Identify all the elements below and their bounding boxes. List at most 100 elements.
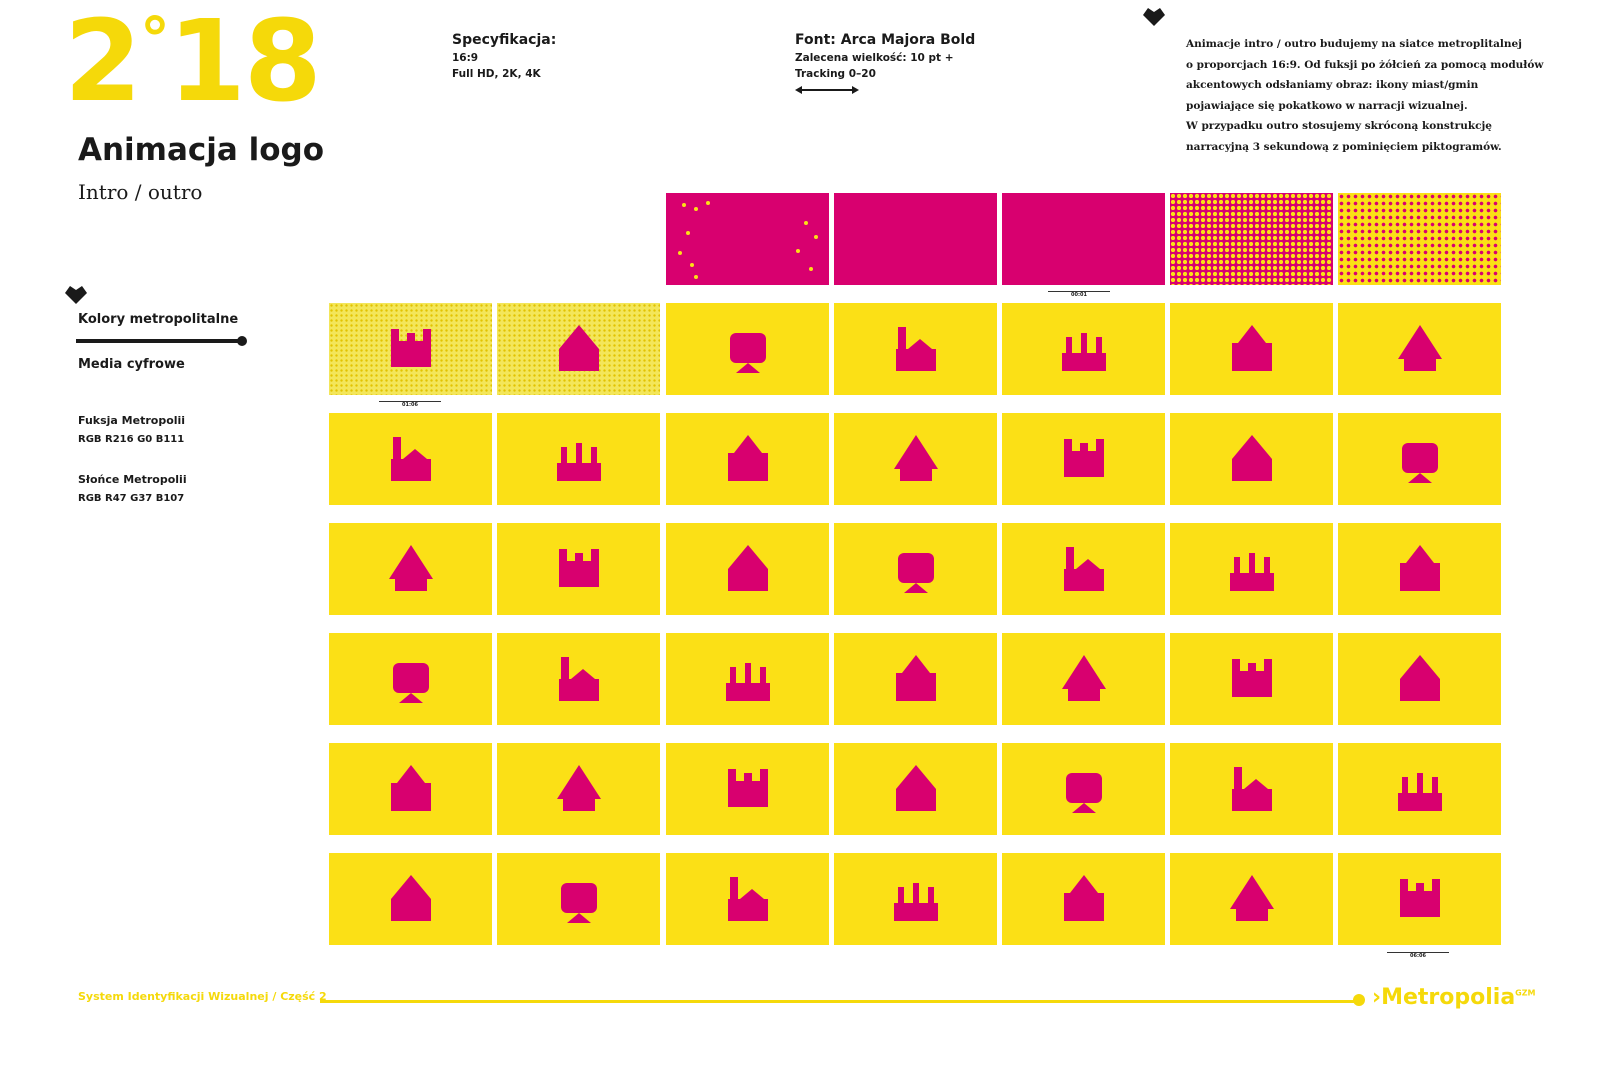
pictogram-tile — [1170, 523, 1333, 615]
sculpture-icon — [560, 883, 597, 923]
intro-frame-2 — [834, 193, 997, 285]
sign-icon — [727, 877, 768, 921]
brand-sup: GZM — [1515, 988, 1536, 998]
description-line: akcentowych odsłaniamy obraz: ikony mias… — [1186, 79, 1479, 91]
description-line: Animacje intro / outro budujemy na siatc… — [1186, 38, 1522, 50]
basilica-icon — [390, 765, 431, 811]
pictogram-tile — [1002, 303, 1165, 395]
gate-icon — [390, 875, 431, 921]
footer-line — [320, 1000, 1360, 1003]
pictogram-tile — [834, 523, 997, 615]
peaks-icon — [725, 663, 770, 701]
pictogram-tile — [1338, 853, 1501, 945]
pictogram-tile — [1002, 743, 1165, 835]
pictogram-tile — [834, 633, 997, 725]
intro-frame-3 — [1002, 193, 1165, 285]
pictogram-tile — [329, 413, 492, 505]
pictogram-tile — [666, 413, 829, 505]
pictogram-tile — [1002, 853, 1165, 945]
factory-icon — [556, 443, 601, 481]
pictogram-tile — [834, 853, 997, 945]
pictogram-tile — [666, 633, 829, 725]
footer-text: System Identyfikacji Wizualnej / Część 2 — [78, 990, 327, 1003]
wall-icon — [558, 657, 599, 701]
capsule-icon — [893, 883, 938, 921]
font-heading: Font: Arca Majora Bold — [795, 32, 976, 48]
timecode-first: 01:06 — [379, 396, 441, 408]
description: Animacje intro / outro budujemy na siatc… — [1186, 34, 1556, 157]
pictogram-tile — [834, 413, 997, 505]
timecode-top: 00:01 — [1048, 286, 1110, 298]
pictogram-tile — [1338, 523, 1501, 615]
shaft-icon — [556, 765, 601, 811]
pictogram-tile — [1338, 633, 1501, 725]
ornament-icon — [1229, 553, 1274, 591]
pictogram-tile — [1170, 413, 1333, 505]
scattered-dots-pattern — [678, 201, 818, 279]
swatch-rgb-sun: RGB R47 G37 B107 — [78, 493, 185, 504]
crest-icon — [729, 333, 766, 373]
font-size-note: Zalecena wielkość: 10 pt + — [795, 52, 954, 64]
arrow-icon: › — [1372, 985, 1382, 1010]
mountain-icon — [392, 663, 429, 703]
intro-frame-4 — [1170, 193, 1333, 285]
bridge-icon — [1399, 655, 1440, 701]
font-block: Font: Arca Majora Bold Zalecena wielkość… — [795, 32, 975, 100]
swatch-name-sun: Słońce Metropolii — [78, 473, 187, 486]
description-line: W przypadku outro stosujemy skróconą kon… — [1186, 120, 1492, 132]
pictogram-tile — [329, 303, 492, 395]
pictogram-tile — [329, 633, 492, 725]
sidebar-divider — [76, 339, 242, 343]
description-line: narracyjną 3 sekundową z pominięciem pik… — [1186, 140, 1502, 153]
windmill-icon — [893, 435, 938, 481]
pictogram-tile — [834, 743, 997, 835]
pictogram-tile — [666, 523, 829, 615]
fence-icon — [895, 655, 936, 701]
boat-icon — [1231, 435, 1272, 481]
castle-icon — [390, 329, 431, 367]
page-title: Animacja logo — [78, 132, 325, 168]
swatch-rgb-fuchsia: RGB R216 G0 B111 — [78, 434, 185, 445]
pictogram-tile — [1002, 413, 1165, 505]
spec-resolutions: Full HD, 2K, 4K — [452, 68, 541, 80]
hills-icon — [388, 545, 433, 591]
pictogram-tile — [666, 743, 829, 835]
pictogram-tile — [497, 303, 660, 395]
heart-icon — [1143, 8, 1165, 26]
pictogram-tile — [1002, 523, 1165, 615]
buildings-icon — [1065, 773, 1102, 813]
sidebar-item-colors[interactable]: Kolory metropolitalne — [78, 312, 239, 327]
figure-icon — [1401, 443, 1438, 483]
horse-icon — [1229, 875, 1274, 921]
description-line: o proporcjach 16:9. Od fuksji po żółcień… — [1186, 58, 1544, 71]
pictogram-tile — [666, 853, 829, 945]
logo-degree: ° — [139, 5, 170, 75]
page-subtitle: Intro / outro — [78, 180, 203, 204]
manor-icon — [390, 437, 431, 481]
spec-ratio: 16:9 — [452, 52, 479, 64]
logo-2018: 2°18 — [64, 5, 322, 118]
pictogram-tile — [666, 303, 829, 395]
metropolia-m-icon — [1399, 879, 1440, 917]
pictogram-tile — [1338, 413, 1501, 505]
pictogram-tile — [329, 853, 492, 945]
timecode-last: 06:06 — [1387, 947, 1449, 959]
tower-block-icon — [1063, 875, 1104, 921]
river-icon — [1397, 773, 1442, 811]
town-hall-icon — [1231, 325, 1272, 371]
sidebar-item-digital-media[interactable]: Media cyfrowe — [78, 357, 185, 372]
timecode-label: 00:01 — [1071, 292, 1087, 298]
logo-digits-18: 18 — [167, 0, 322, 127]
spec-block: Specyfikacja: 16:9 Full HD, 2K, 4K — [452, 32, 556, 80]
description-line: pojawiające się pokatkowo w narracji wiz… — [1186, 99, 1468, 112]
pictogram-tile — [1338, 303, 1501, 395]
tower-icon — [727, 435, 768, 481]
swatch-name-fuchsia: Fuksja Metropolii — [78, 414, 186, 427]
timecode-label: 01:06 — [402, 402, 418, 408]
pictogram-tile — [497, 633, 660, 725]
frame-icon — [1063, 547, 1104, 591]
church-roof-icon — [558, 549, 599, 587]
footer-brand: ›MetropoliaGZM — [1372, 985, 1536, 1010]
heart-icon — [65, 286, 87, 304]
bell-tower-icon — [897, 553, 934, 593]
